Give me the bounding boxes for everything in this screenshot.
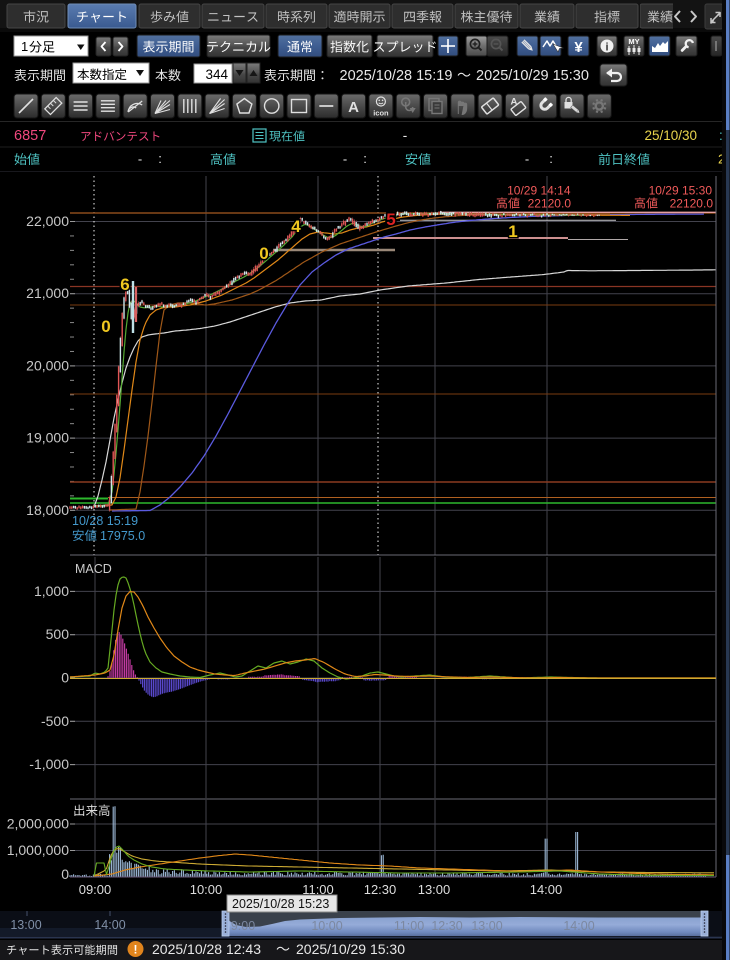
svg-text:10/29 14:14: 10/29 14:14 <box>507 184 571 198</box>
svg-text:1: 1 <box>21 39 28 54</box>
svg-text:19,000: 19,000 <box>26 430 69 446</box>
svg-text:0: 0 <box>61 866 69 882</box>
svg-text:A: A <box>348 99 359 116</box>
svg-text:22120.0: 22120.0 <box>528 197 572 211</box>
svg-text::: : <box>549 151 553 166</box>
svg-text:12:30: 12:30 <box>431 919 462 933</box>
svg-text:-: - <box>138 152 142 167</box>
svg-text:0: 0 <box>101 317 110 336</box>
svg-text:2,000,000: 2,000,000 <box>7 816 69 832</box>
svg-text:10:00: 10:00 <box>311 919 342 933</box>
svg-text:2025/10/29 15:30: 2025/10/29 15:30 <box>476 68 589 84</box>
svg-text:6: 6 <box>120 275 129 294</box>
svg-text:13:00: 13:00 <box>418 882 451 897</box>
svg-text:10/28 15:19: 10/28 15:19 <box>72 514 138 528</box>
svg-text:¥: ¥ <box>574 39 583 56</box>
svg-text:2: 2 <box>718 152 725 167</box>
svg-text:500: 500 <box>46 626 70 642</box>
svg-text:14:00: 14:00 <box>94 918 125 932</box>
svg-text:1: 1 <box>508 222 517 241</box>
svg-text::: : <box>719 128 723 143</box>
svg-text:9:00: 9:00 <box>231 919 255 933</box>
svg-text::: : <box>158 151 162 166</box>
svg-text:11:00: 11:00 <box>302 882 334 897</box>
svg-text:21,000: 21,000 <box>26 285 69 301</box>
svg-text:14:00: 14:00 <box>530 882 563 897</box>
svg-text:MACD: MACD <box>75 562 112 576</box>
svg-text:22,000: 22,000 <box>26 213 69 229</box>
svg-text:344: 344 <box>205 67 228 82</box>
svg-text:2025/10/28 12:43: 2025/10/28 12:43 <box>152 941 261 957</box>
svg-text:22120.0: 22120.0 <box>670 197 714 211</box>
svg-text:13:00: 13:00 <box>10 918 41 932</box>
svg-text:A: A <box>510 97 517 108</box>
svg-text:10:00: 10:00 <box>190 882 223 897</box>
svg-text:4: 4 <box>291 217 301 236</box>
svg-text:17975.0: 17975.0 <box>100 529 145 543</box>
svg-text:11:00: 11:00 <box>394 919 424 933</box>
svg-text:-500: -500 <box>41 713 69 729</box>
svg-text:-: - <box>343 152 347 167</box>
svg-text:13:00: 13:00 <box>471 919 502 933</box>
svg-text:2025/10/28 15:19: 2025/10/28 15:19 <box>340 68 453 84</box>
svg-text:1,000: 1,000 <box>34 583 69 599</box>
svg-text:-: - <box>525 152 529 167</box>
svg-text:-1,000: -1,000 <box>29 756 69 772</box>
svg-text:10/29 15:30: 10/29 15:30 <box>649 184 713 198</box>
svg-text:-: - <box>403 128 408 143</box>
svg-text:09:00: 09:00 <box>79 882 112 897</box>
svg-text:i: i <box>605 42 608 54</box>
svg-text:0: 0 <box>61 670 69 686</box>
svg-text:2025/10/29 15:30: 2025/10/29 15:30 <box>296 941 405 957</box>
svg-text:25/10/30: 25/10/30 <box>644 128 697 143</box>
svg-text:5: 5 <box>386 210 395 229</box>
svg-text:0: 0 <box>259 244 268 263</box>
svg-text:2025/10/28 15:23: 2025/10/28 15:23 <box>232 897 329 911</box>
svg-text:20,000: 20,000 <box>26 357 69 373</box>
svg-text:18,000: 18,000 <box>26 502 69 518</box>
svg-text:MY: MY <box>628 37 639 46</box>
svg-text::: : <box>363 151 367 166</box>
svg-text:!: ! <box>134 943 138 957</box>
svg-text:12:30: 12:30 <box>364 882 397 897</box>
svg-text:14:00: 14:00 <box>563 919 594 933</box>
svg-text:1,000,000: 1,000,000 <box>7 842 69 858</box>
svg-text:6857: 6857 <box>14 128 46 144</box>
svg-text:icon: icon <box>373 109 389 118</box>
